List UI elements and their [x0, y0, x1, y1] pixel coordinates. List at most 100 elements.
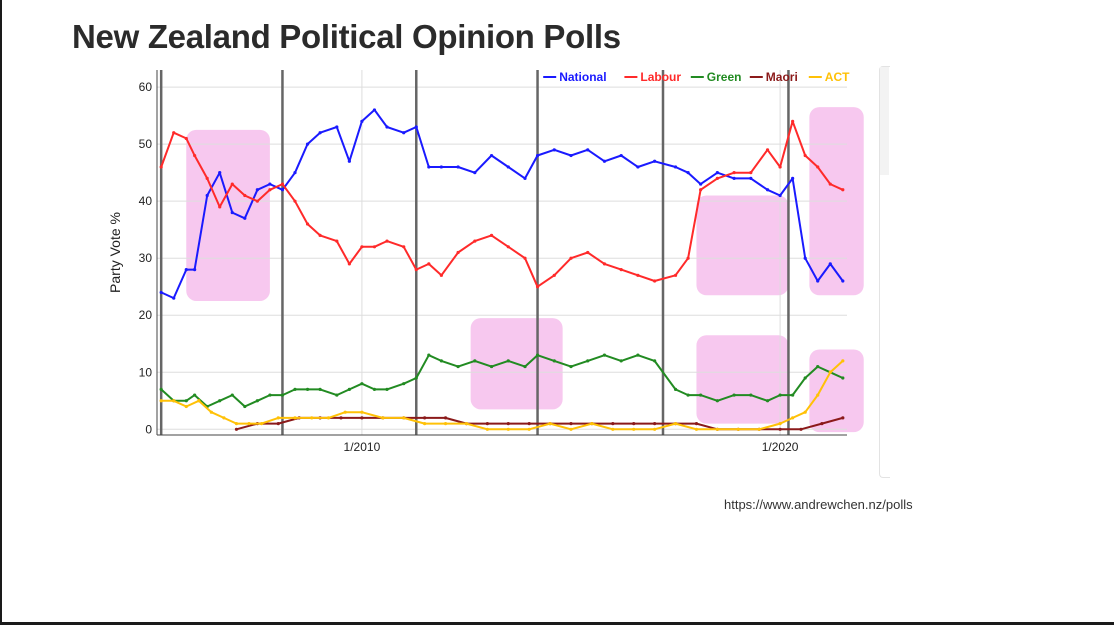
- data-point: [653, 421, 657, 426]
- data-point: [443, 421, 448, 426]
- data-point: [535, 353, 540, 357]
- data-point: [456, 364, 460, 369]
- data-point: [619, 359, 623, 363]
- legend-label-green: Green: [707, 70, 742, 84]
- data-point: [159, 399, 163, 403]
- slide-title: New Zealand Political Opinion Polls: [72, 18, 621, 55]
- data-point: [339, 416, 343, 420]
- election-lines: [159, 70, 790, 435]
- data-point: [159, 387, 163, 391]
- poll-chart: 0 10 20 30 40 50 60 1/2010 1/2020 ACT Maori Green L…: [102, 62, 892, 480]
- legend-label-labour: Labour: [640, 70, 681, 84]
- data-point: [506, 245, 510, 249]
- data-point: [506, 359, 510, 363]
- scroll-panel-edge[interactable]: [879, 66, 890, 478]
- data-point: [569, 427, 573, 431]
- data-point: [318, 387, 322, 391]
- data-point: [816, 393, 820, 397]
- data-point: [506, 421, 510, 426]
- data-point: [749, 171, 753, 175]
- data-point: [820, 421, 824, 426]
- data-point: [381, 416, 385, 420]
- data-point: [757, 427, 761, 431]
- data-point: [485, 421, 489, 426]
- data-point: [765, 148, 770, 152]
- data-point: [230, 393, 234, 397]
- data-point: [732, 176, 736, 180]
- data-point: [523, 256, 527, 260]
- data-point: [372, 387, 377, 391]
- y-tick-label: 0: [145, 422, 152, 436]
- data-point: [841, 279, 845, 283]
- data-point: [632, 421, 636, 426]
- highlight-region: [809, 349, 864, 433]
- data-point: [184, 268, 188, 272]
- data-point: [276, 416, 280, 420]
- data-point: [222, 416, 226, 420]
- data-point: [218, 399, 222, 403]
- data-point: [247, 421, 251, 426]
- data-point: [799, 427, 803, 431]
- data-point: [456, 165, 460, 169]
- data-point: [414, 376, 418, 380]
- gridlines: [157, 70, 847, 435]
- data-point: [791, 416, 795, 420]
- data-point: [619, 153, 623, 158]
- data-point: [218, 171, 222, 175]
- data-point: [732, 171, 736, 175]
- data-point: [402, 245, 406, 249]
- data-point: [427, 262, 431, 266]
- data-point: [791, 393, 795, 397]
- data-point: [699, 393, 703, 397]
- data-point: [197, 399, 201, 403]
- data-point: [803, 256, 807, 260]
- data-point: [205, 176, 209, 180]
- data-point: [673, 387, 678, 391]
- data-point: [360, 119, 364, 123]
- data-point: [243, 216, 247, 220]
- data-point: [360, 410, 364, 414]
- data-point: [694, 421, 699, 426]
- data-point: [280, 188, 285, 192]
- data-point: [569, 364, 573, 369]
- data-point: [636, 165, 640, 169]
- data-point: [318, 233, 322, 237]
- axes: 0 10 20 30 40 50 60 1/2010 1/2020: [139, 70, 847, 454]
- data-point: [586, 250, 590, 255]
- data-point: [255, 399, 259, 403]
- data-point: [234, 427, 239, 431]
- data-point: [699, 188, 703, 192]
- data-point: [715, 171, 719, 175]
- data-point: [184, 136, 188, 141]
- data-point: [193, 268, 197, 272]
- data-point: [402, 382, 406, 386]
- data-point: [335, 125, 339, 129]
- data-point: [749, 176, 753, 180]
- data-point: [778, 165, 782, 169]
- y-tick-label: 40: [139, 194, 153, 208]
- source-link[interactable]: https://www.andrewchen.nz/polls: [724, 497, 913, 512]
- data-point: [602, 262, 607, 266]
- scroll-thumb[interactable]: [880, 67, 889, 175]
- data-point: [791, 176, 795, 180]
- data-point: [293, 416, 297, 420]
- y-tick-label: 50: [139, 137, 153, 151]
- x-tick-label: 1/2010: [344, 440, 381, 454]
- data-point: [715, 427, 719, 431]
- data-point: [335, 239, 339, 243]
- data-point: [268, 393, 272, 397]
- data-point: [694, 427, 699, 431]
- data-point: [569, 256, 573, 260]
- data-point: [439, 359, 443, 363]
- data-point: [523, 364, 527, 369]
- data-point: [489, 153, 494, 158]
- data-point: [439, 273, 443, 277]
- data-point: [427, 165, 431, 169]
- data-point: [402, 131, 406, 135]
- data-point: [218, 205, 222, 209]
- data-point: [569, 421, 573, 426]
- data-point: [427, 353, 431, 357]
- data-point: [372, 245, 377, 249]
- data-point: [360, 416, 364, 420]
- data-point: [423, 421, 427, 426]
